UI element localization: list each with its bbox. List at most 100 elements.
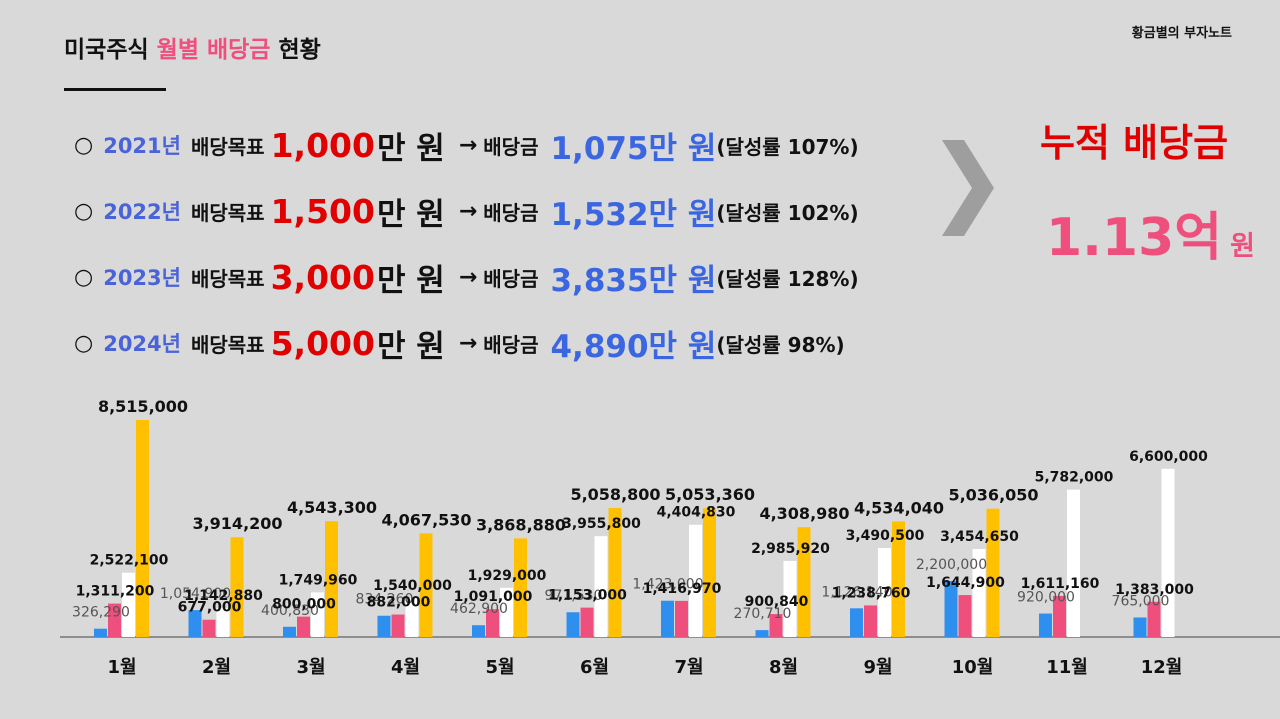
circle-bullet-icon: ○ xyxy=(74,132,94,158)
x-tick-label: 8월 xyxy=(769,657,798,678)
bar-2023-4 xyxy=(405,597,419,637)
data-label-2022-12: 1,383,000 xyxy=(1115,582,1194,598)
actual-label: 배당금 xyxy=(483,266,539,291)
bar-2021-8 xyxy=(755,630,769,637)
goal-target: 1,000 xyxy=(270,125,375,165)
bar-2024-3 xyxy=(325,521,338,637)
bar-2023-2 xyxy=(216,607,230,637)
data-label-2022-3: 800,000 xyxy=(272,597,336,613)
data-label-2022-11: 1,611,160 xyxy=(1021,576,1100,592)
bar-2021-11 xyxy=(1039,613,1052,637)
bar-2022-6 xyxy=(580,607,594,637)
goal-year: 2024년 xyxy=(103,332,181,356)
arrow-icon: → xyxy=(458,264,478,290)
data-label-2023-5: 1,929,000 xyxy=(468,568,547,584)
title-suffix: 현황 xyxy=(270,37,321,63)
data-label-2023-3: 1,749,960 xyxy=(279,572,358,588)
data-label-2024-3: 4,543,300 xyxy=(287,498,377,517)
cumulative-amount: 1.13억 xyxy=(1046,208,1223,268)
bar-2021-7 xyxy=(661,600,674,637)
cumulative-value: 1.13억 원 xyxy=(1046,195,1255,270)
bar-2022-1 xyxy=(108,603,121,637)
bar-2024-4 xyxy=(419,533,433,637)
title-highlight: 월별 배당금 xyxy=(156,37,271,63)
circle-bullet-icon: ○ xyxy=(74,330,94,356)
x-tick-label: 1월 xyxy=(107,657,136,678)
brand-label: 황금별의 부자노트 xyxy=(1131,26,1232,41)
data-label-2022-10: 1,644,900 xyxy=(926,575,1005,591)
data-label-2023-4: 1,540,000 xyxy=(373,578,452,594)
bar-2022-4 xyxy=(391,614,405,637)
page-title: 미국주식 월별 배당금 현황 xyxy=(64,30,321,64)
cumulative-label: 누적 배당금 xyxy=(1040,121,1229,165)
bar-2022-9 xyxy=(864,605,877,637)
data-label-2024-2: 3,914,200 xyxy=(192,514,282,533)
circle-bullet-icon: ○ xyxy=(74,198,94,224)
goal-year: 2021년 xyxy=(103,134,181,158)
bar-2021-2 xyxy=(188,610,202,637)
x-tick-label: 6월 xyxy=(580,657,609,678)
data-label-2021-4: 834,260 xyxy=(356,592,414,608)
goal-year: 2022년 xyxy=(103,200,181,224)
data-label-2021-12: 765,000 xyxy=(1112,594,1170,610)
data-label-2021-6: 971,530 xyxy=(545,588,603,604)
data-label-2021-9: 1,126,140 xyxy=(821,584,892,600)
bar-2023-11 xyxy=(1067,489,1080,637)
actual-amount: 3,835만 원 xyxy=(550,262,717,299)
data-label-2024-9: 4,534,040 xyxy=(854,498,944,517)
cumulative-unit: 원 xyxy=(1230,231,1255,262)
goal-target: 5,000 xyxy=(270,323,375,363)
data-label-2022-5: 1,091,000 xyxy=(454,589,533,605)
achievement-rate: (달성률 128%) xyxy=(716,266,859,291)
arrow-icon: → xyxy=(458,330,478,356)
bar-2023-1 xyxy=(122,572,135,637)
goal-row-2021: ○ 2021년 배당목표 1,000 만 원 → 배당금 1,075만 원 (달… xyxy=(74,112,859,178)
bar-2024-1 xyxy=(136,420,149,637)
goal-label: 배당목표 xyxy=(190,332,265,357)
data-label-2024-10: 5,036,050 xyxy=(948,486,1038,505)
data-label-2023-11: 5,782,000 xyxy=(1035,470,1114,486)
data-label-2023-12: 6,600,000 xyxy=(1129,449,1208,465)
bar-2024-10 xyxy=(986,508,1000,637)
actual-label: 배당금 xyxy=(483,134,539,159)
bar-2023-5 xyxy=(500,587,513,637)
x-tick-label: 11월 xyxy=(1046,657,1088,678)
data-label-2023-6: 3,955,800 xyxy=(562,516,641,532)
bar-2024-7 xyxy=(703,508,716,637)
data-label-2021-8: 270,710 xyxy=(734,606,792,622)
data-label-2021-3: 400,830 xyxy=(261,603,319,619)
x-tick-label: 5월 xyxy=(485,657,514,678)
actual-amount: 1,075만 원 xyxy=(550,130,717,167)
arrow-icon: → xyxy=(458,132,478,158)
actual-amount: 4,890만 원 xyxy=(550,328,717,365)
data-label-2023-10: 3,454,650 xyxy=(940,529,1019,545)
data-label-2024-1: 8,515,000 xyxy=(98,397,188,416)
data-label-2022-1: 1,311,200 xyxy=(76,584,155,600)
data-label-2021-7: 1,423,000 xyxy=(632,577,703,593)
achievement-rate: (달성률 107%) xyxy=(716,134,859,159)
data-label-2023-1: 2,522,100 xyxy=(90,553,169,569)
bar-2021-9 xyxy=(850,608,863,637)
circle-bullet-icon: ○ xyxy=(74,264,94,290)
title-underline xyxy=(64,88,166,91)
bar-2024-5 xyxy=(514,538,527,637)
data-label-2023-8: 2,985,920 xyxy=(751,541,830,557)
goal-target-unit: 만 원 xyxy=(376,328,445,365)
x-tick-label: 4월 xyxy=(391,657,420,678)
bar-2022-7 xyxy=(675,600,688,637)
actual-label: 배당금 xyxy=(483,332,539,357)
goal-target: 1,500 xyxy=(270,191,375,231)
bar-2024-6 xyxy=(608,508,622,637)
goal-row-2024: ○ 2024년 배당목표 5,000 만 원 → 배당금 4,890만 원 (달… xyxy=(74,310,859,376)
data-label-2022-2: 677,000 xyxy=(178,600,242,616)
bar-2022-3 xyxy=(297,616,310,637)
data-label-2024-5: 3,868,880 xyxy=(476,515,566,534)
data-label-2022-9: 1,238,760 xyxy=(832,585,911,601)
bar-2021-3 xyxy=(283,626,296,637)
data-label-2024-4: 4,067,530 xyxy=(381,510,471,529)
bar-2023-10 xyxy=(972,548,986,637)
bar-2024-9 xyxy=(892,521,905,637)
x-tick-label: 10월 xyxy=(952,657,994,678)
data-label-2021-2: 1,054,900 xyxy=(160,586,231,602)
arrow-icon: → xyxy=(458,198,478,224)
